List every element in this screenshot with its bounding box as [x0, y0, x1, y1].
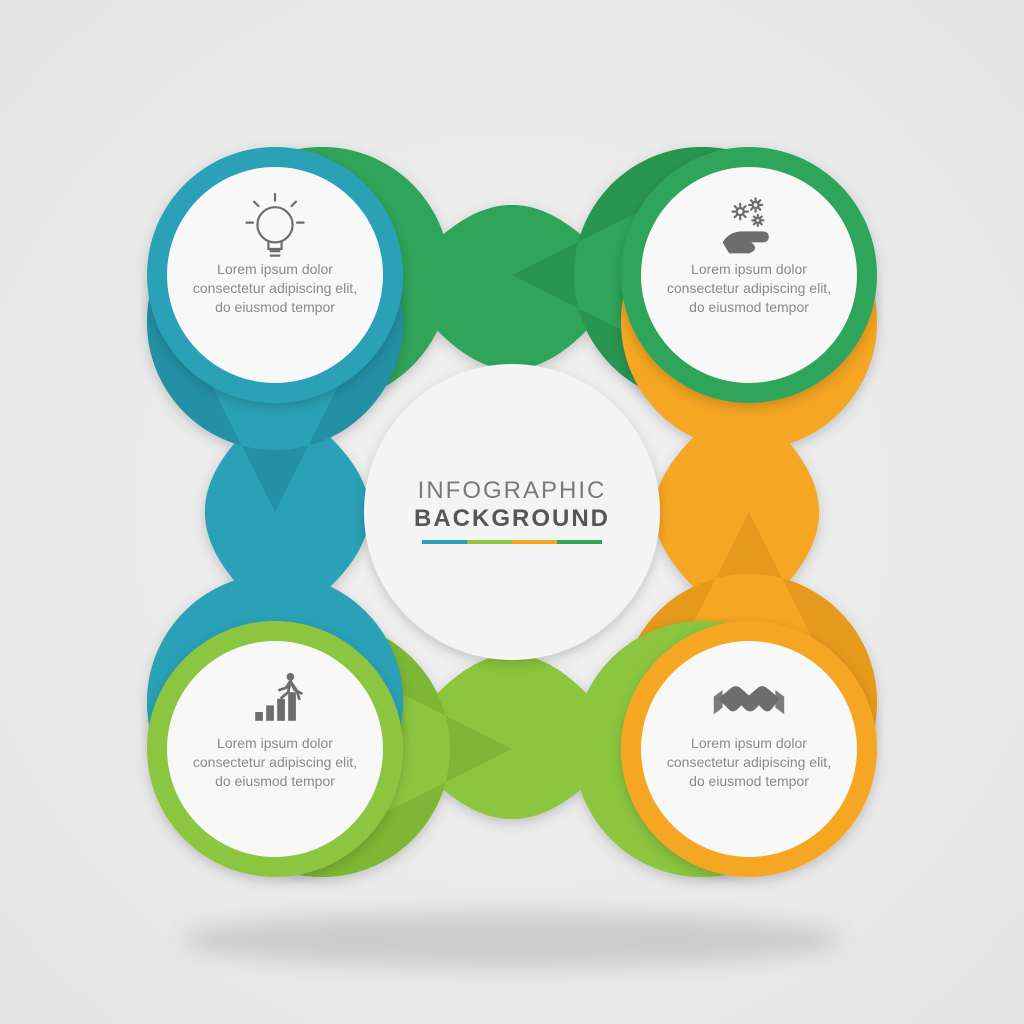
- node-bl: Lorem ipsum dolor consectetur adipiscing…: [147, 621, 403, 877]
- node-text: Lorem ipsum dolor consectetur adipiscing…: [659, 734, 839, 834]
- node-br: Lorem ipsum dolor consectetur adipiscing…: [621, 621, 877, 877]
- title-underline-seg: [512, 540, 557, 544]
- node-text: Lorem ipsum dolor consectetur adipiscing…: [659, 260, 839, 360]
- node-tl: Lorem ipsum dolor consectetur adipiscing…: [147, 147, 403, 403]
- title-underline-seg: [467, 540, 512, 544]
- node-tr: Lorem ipsum dolor consectetur adipiscing…: [621, 147, 877, 403]
- infographic-stage: INFOGRAPHICBACKGROUND Lorem ipsum dolor c…: [0, 0, 1024, 1024]
- title-line2: BACKGROUND: [414, 505, 610, 532]
- ground-shadow: [182, 912, 842, 968]
- title-underline-seg: [422, 540, 467, 544]
- infographic-svg: INFOGRAPHICBACKGROUND Lorem ipsum dolor c…: [0, 0, 1024, 1024]
- node-text: Lorem ipsum dolor consectetur adipiscing…: [185, 734, 365, 834]
- diagram: INFOGRAPHICBACKGROUND Lorem ipsum dolor c…: [147, 147, 877, 877]
- title-line1: INFOGRAPHIC: [418, 477, 607, 504]
- title-underline-seg: [557, 540, 602, 544]
- node-text: Lorem ipsum dolor consectetur adipiscing…: [185, 260, 365, 360]
